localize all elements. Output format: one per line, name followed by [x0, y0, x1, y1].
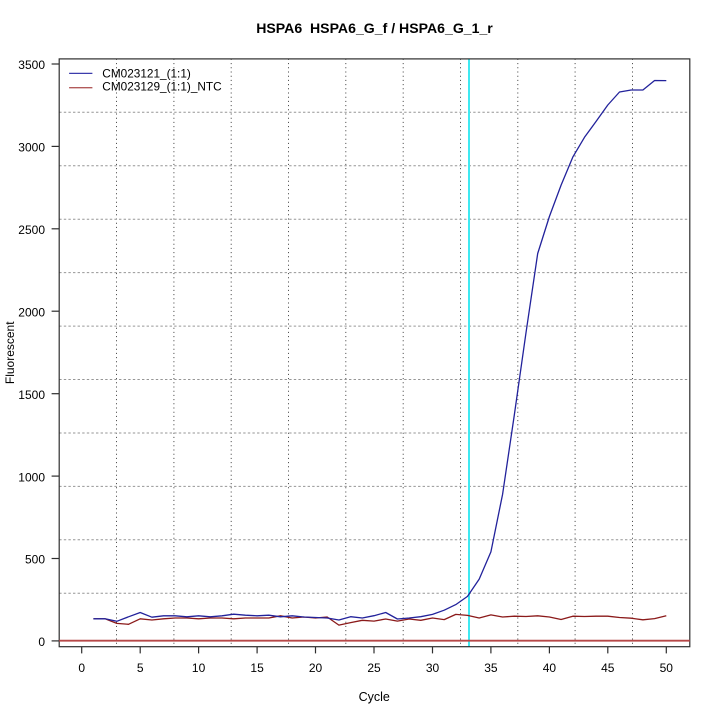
svg-text:1500: 1500	[18, 388, 45, 402]
svg-text:2500: 2500	[18, 223, 45, 237]
svg-text:Cycle: Cycle	[359, 690, 390, 704]
svg-text:3000: 3000	[18, 141, 45, 155]
svg-text:30: 30	[426, 661, 440, 675]
svg-text:1000: 1000	[18, 470, 45, 484]
svg-text:HSPA6 HSPA6_G_f / HSPA6_G_1_r: HSPA6 HSPA6_G_f / HSPA6_G_1_r	[256, 20, 493, 36]
svg-text:CM023121_(1:1): CM023121_(1:1)	[102, 66, 191, 80]
svg-text:2000: 2000	[18, 305, 45, 319]
svg-text:5: 5	[137, 661, 144, 675]
svg-text:50: 50	[660, 661, 674, 675]
svg-text:35: 35	[484, 661, 498, 675]
svg-text:20: 20	[309, 661, 323, 675]
svg-text:0: 0	[38, 635, 45, 649]
svg-text:0: 0	[78, 661, 85, 675]
svg-text:Fluorescent: Fluorescent	[3, 321, 17, 384]
svg-text:10: 10	[192, 661, 206, 675]
svg-text:3500: 3500	[18, 58, 45, 72]
svg-text:25: 25	[367, 661, 381, 675]
svg-text:500: 500	[25, 553, 45, 567]
svg-text:15: 15	[250, 661, 264, 675]
svg-text:45: 45	[601, 661, 615, 675]
svg-text:CM023129_(1:1)_NTC: CM023129_(1:1)_NTC	[102, 80, 222, 94]
svg-text:40: 40	[543, 661, 557, 675]
